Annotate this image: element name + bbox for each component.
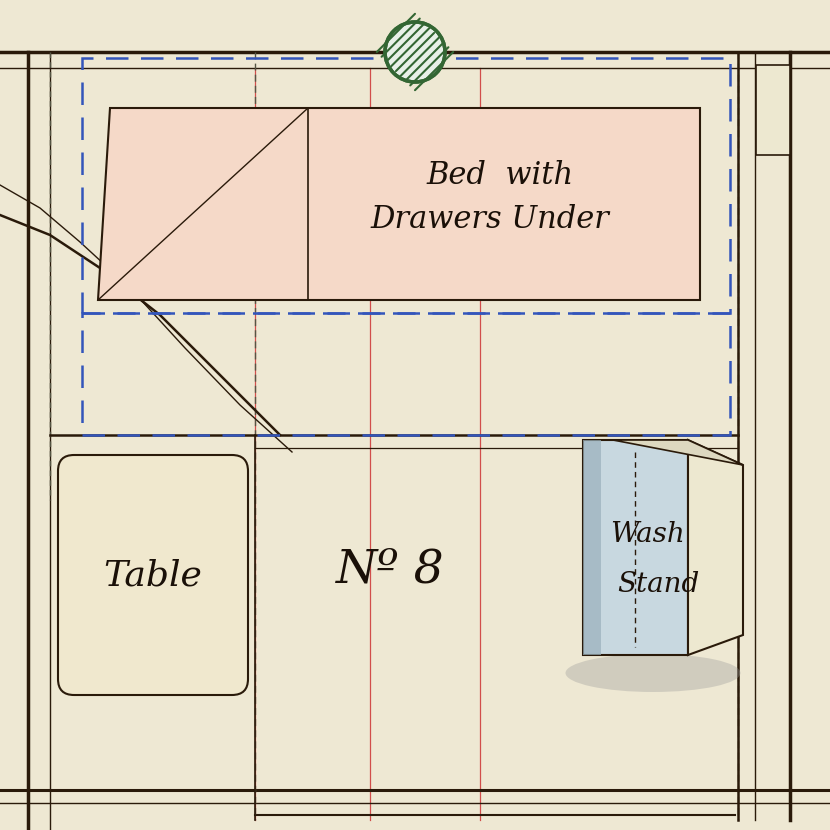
Polygon shape [98, 108, 700, 300]
Bar [82, 58, 730, 313]
Bar [756, 65, 790, 155]
Ellipse shape [565, 654, 740, 692]
Polygon shape [613, 440, 743, 465]
Polygon shape [688, 440, 743, 655]
Text: Stand: Stand [617, 572, 699, 598]
Text: Nº 8: Nº 8 [335, 547, 444, 593]
Bar [82, 313, 730, 435]
Text: Drawers Under: Drawers Under [370, 204, 609, 236]
Bar [583, 440, 688, 655]
Text: Table: Table [104, 558, 203, 592]
Bar [583, 440, 601, 655]
Circle shape [385, 22, 445, 82]
FancyBboxPatch shape [58, 455, 248, 695]
Text: Bed  with: Bed with [427, 159, 574, 191]
Text: Wash: Wash [611, 521, 686, 549]
